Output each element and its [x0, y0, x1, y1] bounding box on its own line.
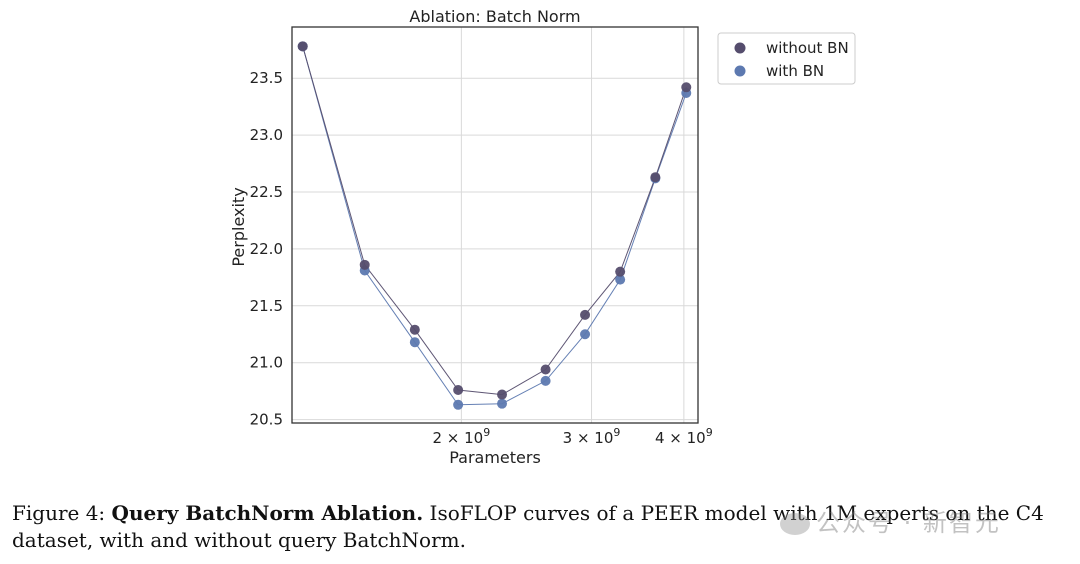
data-point-with-bn — [615, 274, 626, 285]
data-point-with-bn — [540, 375, 551, 386]
caption-text: IsoFLOP curves of a PEER model with 1M e… — [12, 501, 1044, 552]
x-axis-label: Parameters — [449, 448, 541, 467]
legend: without BN with BN — [717, 32, 856, 85]
legend-marker-without-bn — [734, 42, 746, 54]
grid — [292, 27, 698, 423]
data-point-with-bn — [497, 398, 508, 409]
data-point-without-bn — [650, 172, 661, 183]
x-tick-label: 2 × 109 — [432, 426, 490, 447]
series-line-with-bn — [302, 46, 687, 406]
data-point-without-bn — [359, 259, 370, 270]
y-ticks: 20.5 21.0 21.5 22.0 22.5 23.0 23.5 — [250, 69, 283, 428]
data-point-with-bn — [453, 399, 464, 410]
figure-caption: Figure 4: Query BatchNorm Ablation. IsoF… — [12, 500, 1072, 554]
chart-title: Ablation: Batch Norm — [409, 7, 580, 26]
series-line-without-bn — [302, 46, 687, 396]
x-tick-label: 3 × 109 — [563, 426, 621, 447]
data-point-without-bn — [615, 266, 626, 277]
plot-frame — [291, 26, 699, 424]
legend-label-with-bn: with BN — [766, 62, 824, 80]
y-tick-label: 22.0 — [250, 240, 283, 258]
legend-box — [717, 32, 856, 85]
data-point-with-bn — [580, 329, 591, 340]
y-tick-label: 21.5 — [250, 297, 283, 315]
series-layer — [297, 41, 692, 410]
data-point-without-bn — [297, 41, 308, 52]
y-tick-label: 22.5 — [250, 183, 283, 201]
y-axis-label: Perplexity — [229, 187, 248, 266]
legend-marker-with-bn — [734, 65, 746, 77]
y-tick-label: 23.0 — [250, 126, 283, 144]
chart: Ablation: Batch Norm 20.5 21.0 21.5 22.0 22.… — [229, 7, 856, 467]
legend-label-without-bn: without BN — [766, 39, 849, 57]
caption-title: Query BatchNorm Ablation. — [111, 501, 424, 525]
data-point-without-bn — [497, 389, 508, 400]
data-point-without-bn — [580, 309, 591, 320]
data-point-without-bn — [453, 385, 464, 395]
data-point-without-bn — [681, 82, 692, 93]
data-point-without-bn — [409, 324, 420, 335]
y-tick-label: 20.5 — [250, 411, 283, 429]
y-tick-label: 21.0 — [250, 354, 283, 372]
x-tick-label: 4 × 109 — [655, 426, 713, 447]
data-point-with-bn — [409, 337, 420, 348]
caption-prefix: Figure 4: — [12, 501, 112, 525]
data-point-without-bn — [540, 364, 551, 375]
y-tick-label: 23.5 — [250, 69, 283, 87]
x-ticks: 2 × 109 3 × 109 4 × 109 — [432, 426, 712, 447]
